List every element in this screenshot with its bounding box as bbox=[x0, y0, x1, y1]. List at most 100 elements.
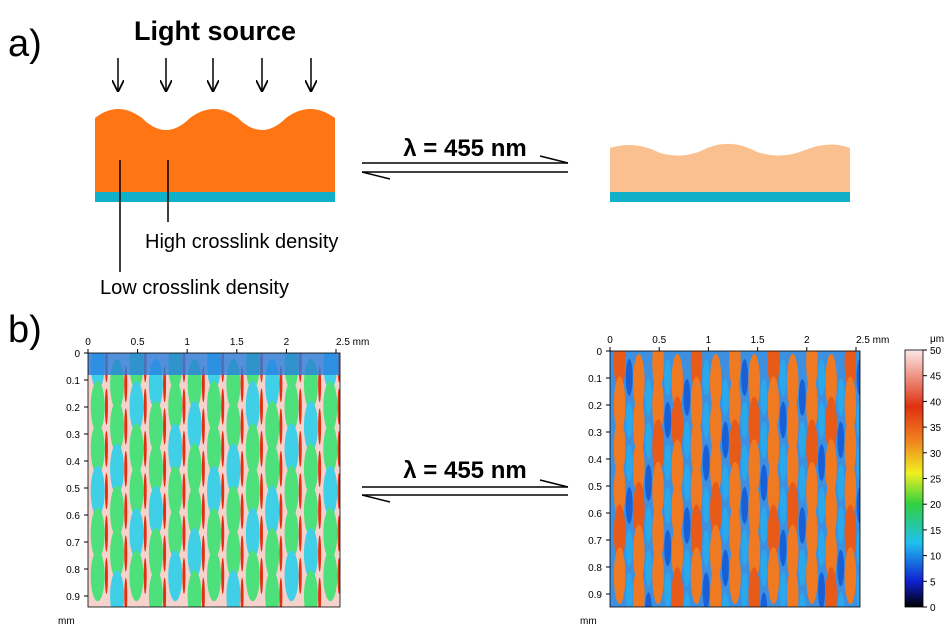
ridge-edge bbox=[279, 451, 282, 487]
ridge bbox=[748, 567, 760, 624]
valley bbox=[664, 487, 671, 524]
valley bbox=[760, 422, 767, 459]
ridge-edge bbox=[163, 408, 166, 444]
ridge-edge bbox=[182, 431, 185, 467]
ridge-edge bbox=[182, 388, 185, 424]
valley bbox=[818, 402, 825, 439]
top-band bbox=[88, 353, 340, 375]
ridge-edge bbox=[124, 578, 127, 614]
film-after bbox=[610, 144, 850, 192]
y-tick-label: 0.7 bbox=[66, 538, 80, 549]
ridge-edge bbox=[318, 493, 321, 529]
x-tick-label: 1 bbox=[706, 335, 712, 346]
ridge-edge bbox=[260, 431, 263, 467]
ridge bbox=[825, 567, 837, 624]
ridge-edge bbox=[318, 451, 321, 487]
colorbar-tick-label: 45 bbox=[930, 372, 942, 383]
valley bbox=[780, 444, 787, 481]
valley bbox=[703, 444, 710, 481]
ridge bbox=[768, 547, 780, 604]
valley bbox=[799, 550, 806, 587]
ridge-edge bbox=[221, 473, 224, 509]
ridge-edge bbox=[221, 558, 224, 594]
figure: a) Light source High crosslink density L… bbox=[0, 0, 946, 625]
valley bbox=[664, 402, 671, 439]
ridge-edge bbox=[279, 408, 282, 444]
ridge-edge bbox=[182, 473, 185, 509]
ridge-edge bbox=[163, 451, 166, 487]
ridge-edge bbox=[260, 558, 263, 594]
valley bbox=[664, 359, 671, 396]
y-tick-label: 0 bbox=[74, 349, 80, 360]
ridge bbox=[168, 550, 182, 601]
x-tick-label: 0.5 bbox=[131, 337, 145, 348]
valley bbox=[683, 507, 690, 544]
ridge-edge bbox=[163, 578, 166, 614]
valley bbox=[664, 572, 671, 609]
valley bbox=[837, 464, 844, 501]
x-tick-label: 1 bbox=[184, 337, 190, 348]
ridge-edge bbox=[202, 578, 205, 614]
ridge bbox=[845, 547, 857, 604]
ridge bbox=[633, 567, 645, 624]
valley bbox=[799, 422, 806, 459]
panel-label: a) bbox=[8, 23, 42, 65]
map-image bbox=[88, 339, 341, 621]
valley bbox=[837, 507, 844, 544]
valley bbox=[780, 359, 787, 396]
valley bbox=[722, 379, 729, 416]
valley bbox=[703, 572, 710, 609]
ridge-edge bbox=[202, 451, 205, 487]
y-tick-label: 0.5 bbox=[588, 482, 602, 493]
ridge-edge bbox=[105, 558, 108, 594]
valley bbox=[799, 464, 806, 501]
valley bbox=[703, 487, 710, 524]
ridge-edge bbox=[163, 535, 166, 571]
substrate bbox=[95, 192, 335, 202]
valley bbox=[818, 487, 825, 524]
ridge-edge bbox=[318, 535, 321, 571]
valley bbox=[780, 487, 787, 524]
colorbar-tick-label: 40 bbox=[930, 397, 942, 408]
ridge-edge bbox=[124, 408, 127, 444]
valley bbox=[760, 379, 767, 416]
ridge-edge bbox=[260, 473, 263, 509]
ridge-edge bbox=[241, 578, 244, 614]
ridge-edge bbox=[163, 493, 166, 529]
valley bbox=[683, 550, 690, 587]
valley bbox=[780, 530, 787, 567]
height-map: 00.511.522.5 mm00.10.20.30.40.50.60.70.8… bbox=[580, 334, 889, 625]
y-tick-label: 0.6 bbox=[66, 511, 80, 522]
valley bbox=[780, 402, 787, 439]
ridge-edge bbox=[144, 473, 147, 509]
y-unit: mm bbox=[58, 616, 75, 625]
valley bbox=[664, 444, 671, 481]
ridge-edge bbox=[299, 388, 302, 424]
ridge bbox=[188, 570, 202, 621]
ridge-edge bbox=[299, 431, 302, 467]
ridge-edge bbox=[144, 388, 147, 424]
ridge bbox=[323, 550, 337, 601]
light-source-label: Light source bbox=[134, 16, 296, 46]
ridge bbox=[91, 550, 105, 601]
valley bbox=[741, 359, 748, 396]
valley bbox=[626, 487, 633, 524]
colorbar bbox=[905, 350, 923, 607]
valley bbox=[741, 402, 748, 439]
y-tick-label: 0.4 bbox=[588, 455, 602, 466]
colorbar-tick-label: 10 bbox=[930, 552, 942, 563]
ridge bbox=[652, 547, 664, 604]
valley bbox=[818, 359, 825, 396]
colorbar-tick-label: 15 bbox=[930, 526, 942, 537]
ridge-edge bbox=[124, 493, 127, 529]
valley bbox=[722, 507, 729, 544]
ridge bbox=[806, 547, 818, 604]
ridge-edge bbox=[202, 408, 205, 444]
valley bbox=[683, 422, 690, 459]
ridge-edge bbox=[241, 535, 244, 571]
ridge-edge bbox=[241, 451, 244, 487]
ridge-edge bbox=[144, 558, 147, 594]
valley bbox=[703, 359, 710, 396]
colorbar-tick-label: 0 bbox=[930, 603, 936, 614]
ridge bbox=[149, 570, 163, 621]
